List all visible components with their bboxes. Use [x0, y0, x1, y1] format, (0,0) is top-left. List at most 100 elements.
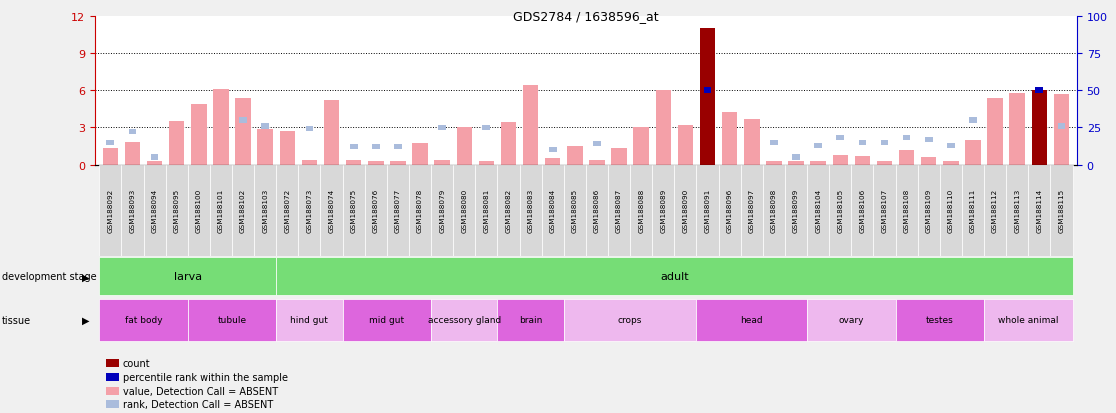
- Bar: [165, 165, 187, 256]
- Bar: [387, 165, 408, 256]
- Bar: [1054, 95, 1069, 165]
- Bar: [368, 161, 384, 165]
- Text: crops: crops: [618, 316, 643, 325]
- Text: testes: testes: [926, 316, 954, 325]
- Text: GSM188086: GSM188086: [594, 189, 600, 233]
- Text: percentile rank within the sample: percentile rank within the sample: [123, 372, 288, 382]
- Text: GSM188113: GSM188113: [1014, 189, 1020, 233]
- Text: GSM188078: GSM188078: [417, 189, 423, 233]
- Bar: [1036, 88, 1043, 93]
- Bar: [365, 165, 387, 256]
- Bar: [877, 161, 893, 165]
- Bar: [833, 155, 848, 165]
- Bar: [394, 145, 402, 150]
- Bar: [277, 258, 1072, 296]
- Text: GSM188074: GSM188074: [328, 189, 335, 233]
- Bar: [903, 136, 911, 141]
- Bar: [235, 98, 251, 165]
- Bar: [541, 165, 564, 256]
- Bar: [652, 165, 674, 256]
- Bar: [431, 165, 453, 256]
- Bar: [895, 165, 917, 256]
- Text: GSM188115: GSM188115: [1058, 189, 1065, 233]
- Bar: [631, 165, 652, 256]
- Bar: [988, 98, 1003, 165]
- Bar: [144, 165, 165, 256]
- Text: tubule: tubule: [218, 316, 247, 325]
- Text: fat body: fat body: [125, 316, 162, 325]
- Text: GSM188075: GSM188075: [350, 189, 357, 233]
- Bar: [254, 165, 277, 256]
- Bar: [696, 165, 719, 256]
- Bar: [722, 113, 738, 165]
- Bar: [608, 165, 631, 256]
- Bar: [1050, 165, 1072, 256]
- Bar: [895, 299, 984, 341]
- Bar: [453, 165, 475, 256]
- Bar: [965, 140, 981, 165]
- Text: GSM188080: GSM188080: [461, 189, 468, 233]
- Text: GSM188091: GSM188091: [704, 189, 711, 233]
- Bar: [372, 145, 379, 150]
- Text: GSM188099: GSM188099: [793, 189, 799, 233]
- Bar: [1058, 124, 1066, 129]
- Text: accessory gland: accessory gland: [427, 316, 501, 325]
- Bar: [498, 165, 520, 256]
- Bar: [239, 118, 247, 123]
- Bar: [767, 161, 781, 165]
- Bar: [346, 160, 362, 165]
- Bar: [210, 165, 232, 256]
- Text: GSM188076: GSM188076: [373, 189, 378, 233]
- Text: head: head: [741, 316, 763, 325]
- Bar: [984, 299, 1072, 341]
- Text: GDS2784 / 1638596_at: GDS2784 / 1638596_at: [513, 10, 658, 23]
- Bar: [719, 165, 741, 256]
- Text: GSM188112: GSM188112: [992, 189, 998, 233]
- Bar: [969, 118, 976, 123]
- Text: GSM188111: GSM188111: [970, 189, 976, 233]
- Bar: [634, 128, 648, 165]
- Text: GSM188102: GSM188102: [240, 189, 246, 233]
- Text: GSM188110: GSM188110: [947, 189, 954, 233]
- Text: GSM188077: GSM188077: [395, 189, 401, 233]
- Text: adult: adult: [660, 272, 689, 282]
- Bar: [815, 143, 822, 149]
- Bar: [1031, 91, 1047, 165]
- Bar: [482, 126, 490, 131]
- Bar: [298, 165, 320, 256]
- Bar: [122, 165, 144, 256]
- Bar: [1007, 165, 1028, 256]
- Text: GSM188103: GSM188103: [262, 189, 268, 233]
- Text: GSM188101: GSM188101: [218, 189, 224, 233]
- Bar: [943, 161, 959, 165]
- Bar: [277, 165, 298, 256]
- Bar: [277, 299, 343, 341]
- Bar: [258, 129, 273, 165]
- Text: GSM188105: GSM188105: [837, 189, 844, 233]
- Bar: [744, 119, 760, 165]
- Bar: [947, 143, 954, 149]
- Text: ▶: ▶: [81, 315, 89, 325]
- Bar: [523, 86, 538, 165]
- Bar: [520, 165, 541, 256]
- Bar: [792, 155, 800, 160]
- Text: GSM188095: GSM188095: [174, 189, 180, 233]
- Bar: [191, 104, 206, 165]
- Bar: [829, 165, 852, 256]
- Text: GSM188093: GSM188093: [129, 189, 135, 233]
- Text: value, Detection Call = ABSENT: value, Detection Call = ABSENT: [123, 386, 278, 396]
- Bar: [169, 122, 184, 165]
- Bar: [187, 165, 210, 256]
- Bar: [852, 165, 874, 256]
- Text: GSM188089: GSM188089: [661, 189, 666, 233]
- Text: rank, Detection Call = ABSENT: rank, Detection Call = ABSENT: [123, 399, 273, 409]
- Text: GSM188088: GSM188088: [638, 189, 644, 233]
- Text: development stage: development stage: [2, 272, 97, 282]
- Text: GSM188104: GSM188104: [815, 189, 821, 233]
- Text: GSM188114: GSM188114: [1037, 189, 1042, 233]
- Bar: [674, 165, 696, 256]
- Bar: [858, 140, 866, 145]
- Text: GSM188109: GSM188109: [926, 189, 932, 233]
- Text: GSM188084: GSM188084: [550, 189, 556, 233]
- Bar: [1028, 165, 1050, 256]
